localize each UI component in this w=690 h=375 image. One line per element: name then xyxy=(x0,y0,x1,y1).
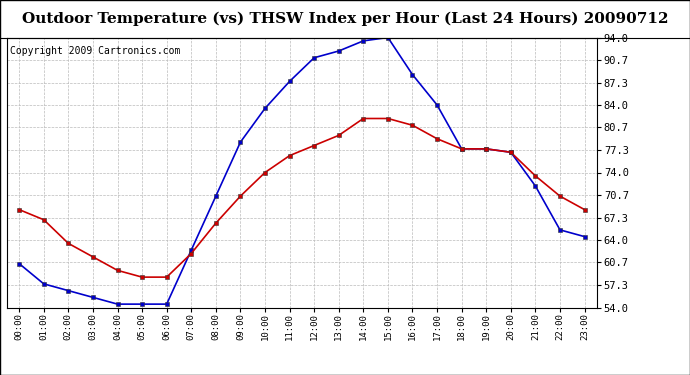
Text: Outdoor Temperature (vs) THSW Index per Hour (Last 24 Hours) 20090712: Outdoor Temperature (vs) THSW Index per … xyxy=(22,12,668,26)
Text: Copyright 2009 Cartronics.com: Copyright 2009 Cartronics.com xyxy=(10,46,180,56)
